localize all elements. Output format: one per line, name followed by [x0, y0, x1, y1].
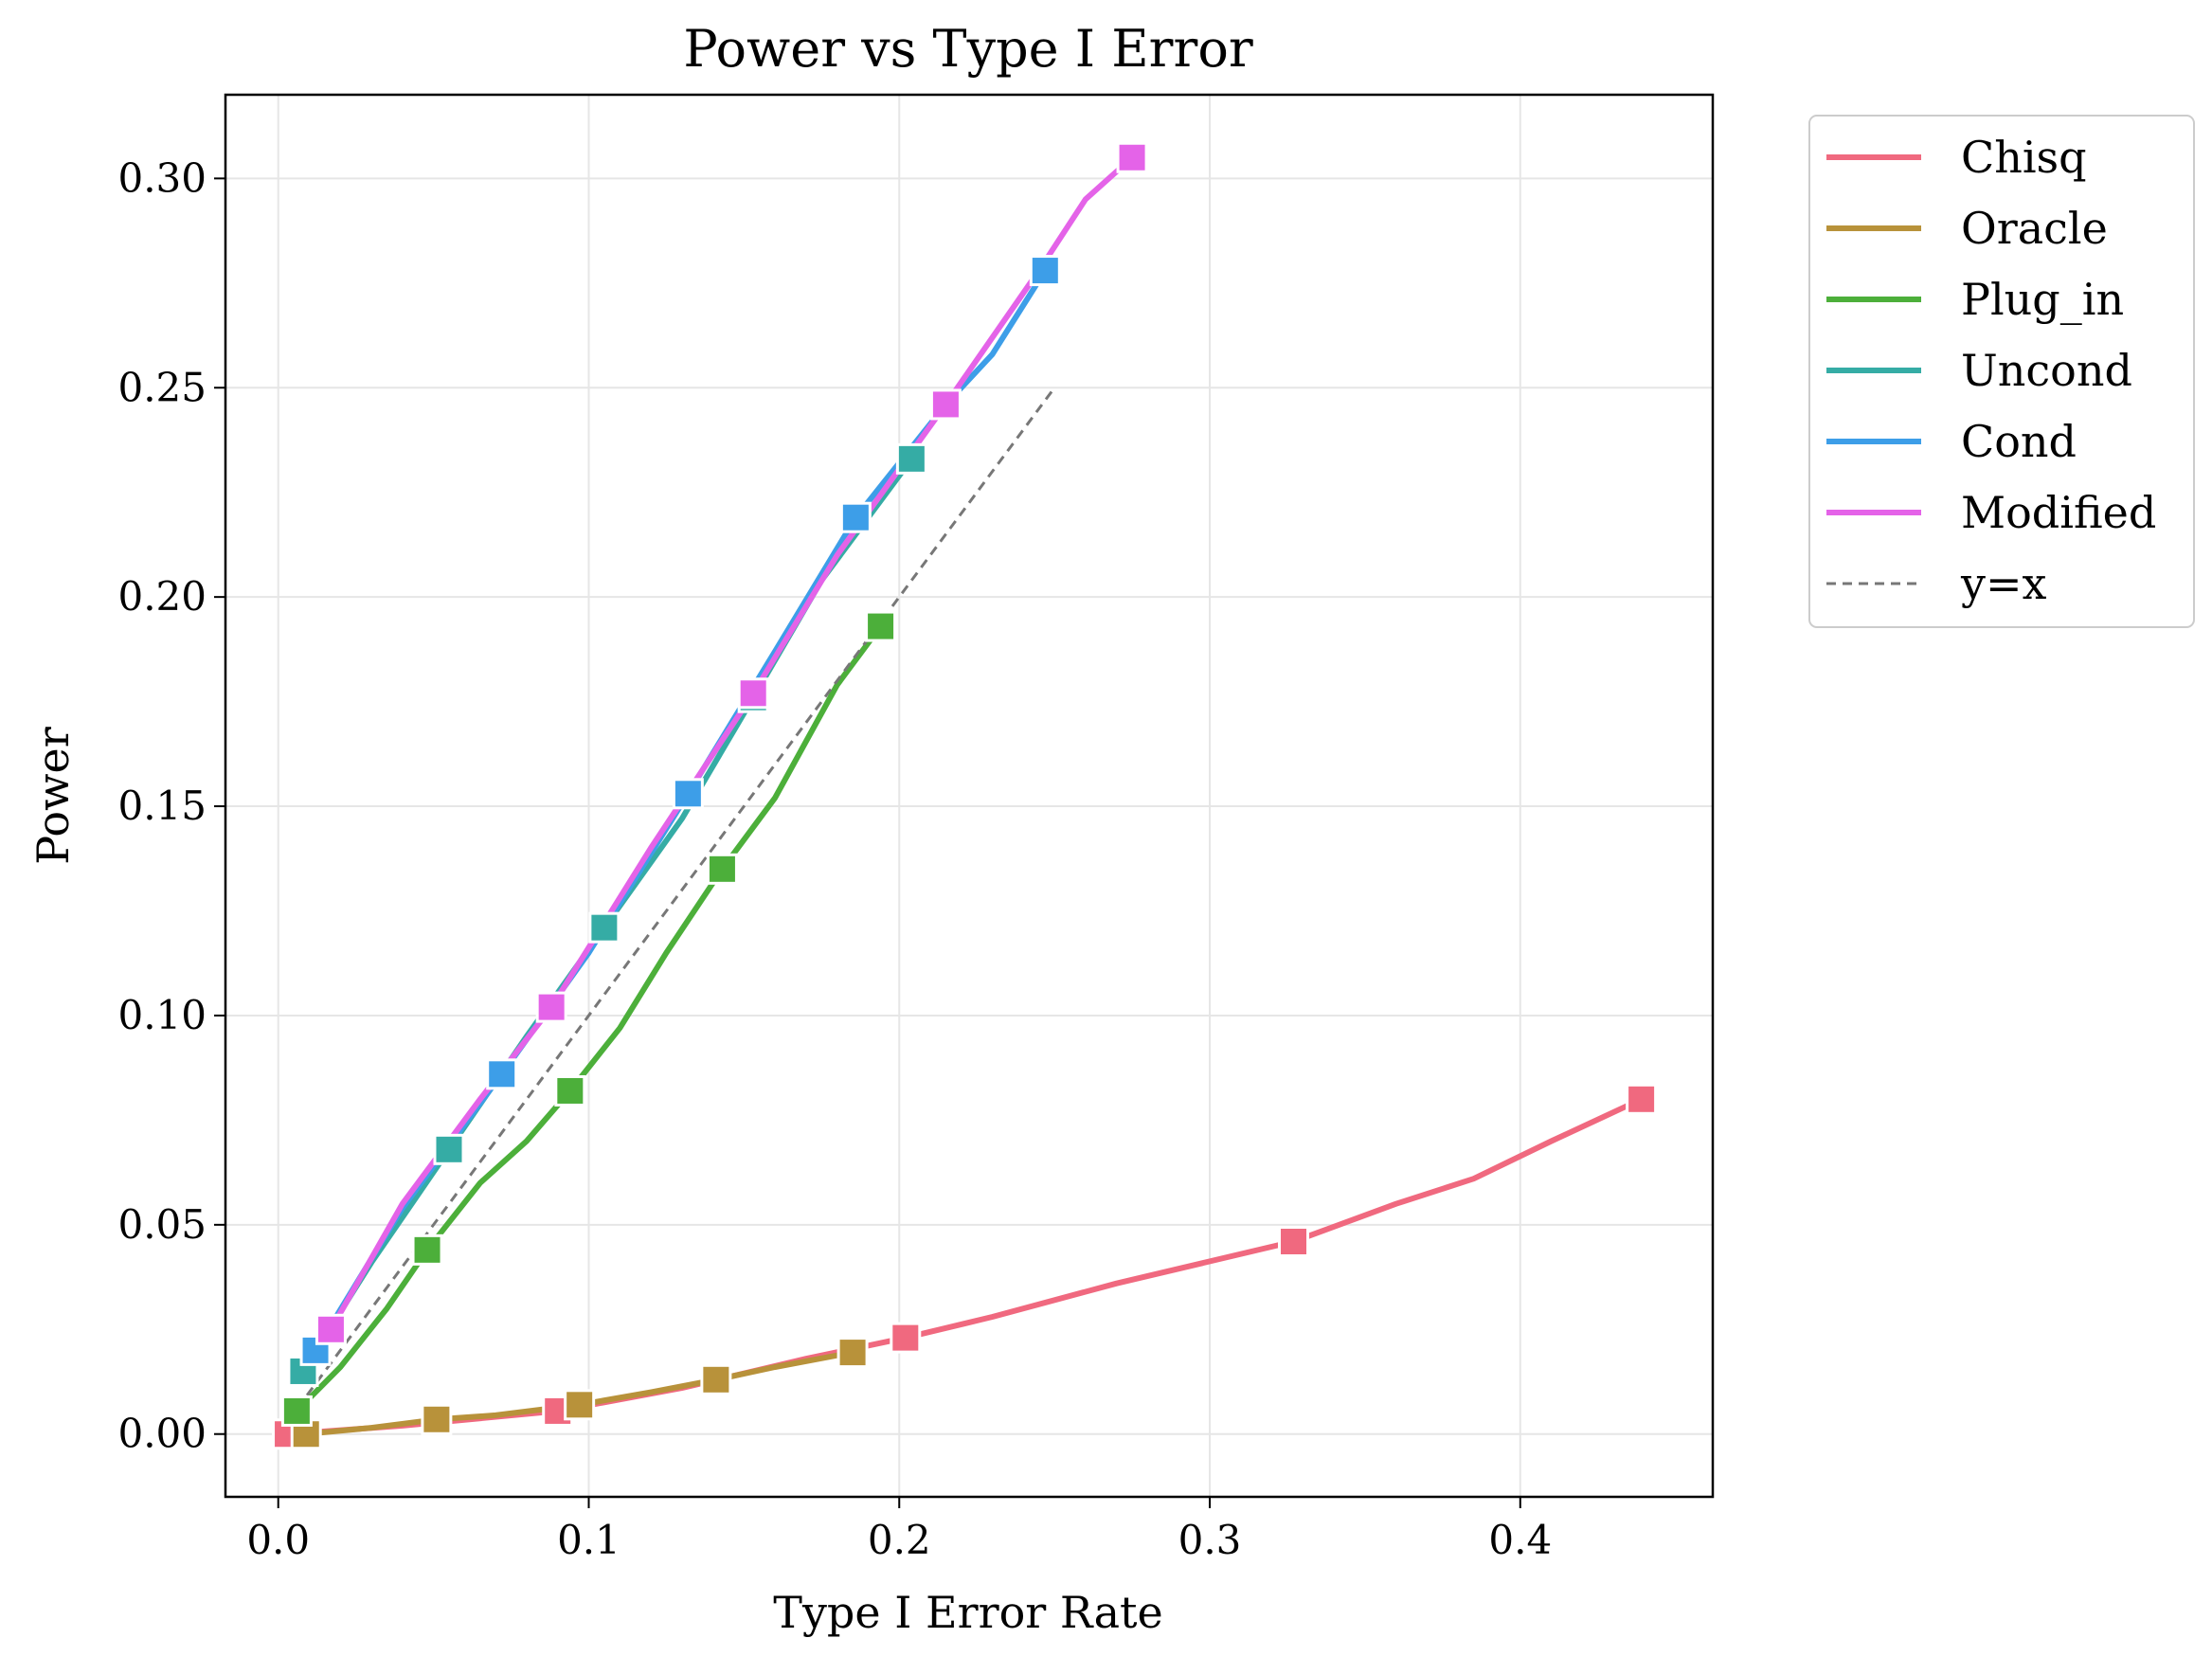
marker-plug_in: [411, 1233, 443, 1266]
marker-oracle: [700, 1363, 732, 1395]
y-tick-label: 0.00: [117, 1411, 207, 1457]
x-axis-label: Type I Error Rate: [773, 1587, 1162, 1638]
x-axis: 0.0 0.1 0.2 0.3 0.4: [246, 1497, 1552, 1563]
marker-modified: [737, 677, 769, 710]
legend-label: y=x: [1960, 558, 2047, 609]
marker-modified: [1116, 141, 1148, 173]
legend-box: [1808, 115, 2195, 628]
y-tick-label: 0.05: [117, 1201, 207, 1248]
x-tick-label: 0.1: [557, 1517, 620, 1563]
marker-modified: [315, 1313, 347, 1345]
y-axis-label: Power: [27, 727, 79, 864]
y-tick-label: 0.30: [117, 154, 207, 201]
plot-frame: [224, 93, 1715, 1499]
x-tick-label: 0.3: [1178, 1517, 1242, 1563]
marker-plug_in: [865, 610, 897, 642]
legend-label: Oracle: [1961, 203, 2108, 254]
chart-title: Power vs Type I Error: [683, 19, 1252, 79]
y-tick-label: 0.20: [117, 573, 207, 620]
plot-area: [272, 141, 1658, 1450]
marker-modified: [929, 388, 962, 421]
marker-cond: [839, 501, 872, 533]
marker-oracle: [836, 1337, 869, 1369]
reference-line-y-equals-x: [277, 387, 1056, 1435]
y-axis: 0.00 0.05 0.10 0.15 0.20 0.25 0.30: [117, 154, 225, 1457]
marker-oracle: [564, 1389, 596, 1421]
legend-label: Modified: [1961, 487, 2156, 538]
legend: Chisq Oracle Plug_in Uncond Cond Modified y=x: [1808, 115, 2195, 628]
x-tick-label: 0.0: [246, 1517, 310, 1563]
marker-plug_in: [706, 853, 738, 885]
marker-cond: [672, 778, 704, 810]
marker-chisq: [1626, 1083, 1658, 1115]
marker-modified: [535, 991, 567, 1023]
marker-plug_in: [280, 1395, 313, 1427]
marker-oracle: [421, 1403, 453, 1435]
marker-uncond: [588, 911, 620, 944]
legend-label: Chisq: [1961, 132, 2087, 183]
legend-label: Uncond: [1961, 345, 2132, 396]
marker-chisq: [1278, 1226, 1310, 1258]
marker-chisq: [890, 1322, 922, 1354]
marker-uncond: [895, 442, 927, 475]
y-tick-label: 0.25: [117, 364, 207, 410]
marker-plug_in: [554, 1074, 586, 1107]
y-tick-label: 0.15: [117, 783, 207, 829]
legend-label: Plug_in: [1961, 274, 2124, 325]
legend-label: Cond: [1961, 416, 2077, 467]
grid: [225, 95, 1713, 1497]
y-tick-label: 0.10: [117, 992, 207, 1038]
x-tick-label: 0.2: [868, 1517, 931, 1563]
marker-cond: [486, 1058, 518, 1090]
x-tick-label: 0.4: [1488, 1517, 1552, 1563]
marker-uncond: [433, 1133, 465, 1165]
marker-cond: [1029, 255, 1061, 287]
